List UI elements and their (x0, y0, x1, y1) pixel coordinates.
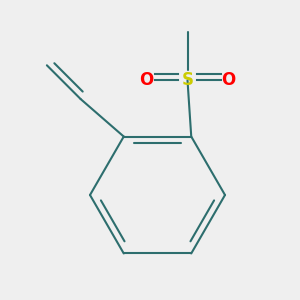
Text: O: O (139, 71, 153, 89)
Text: O: O (222, 71, 236, 89)
Text: S: S (182, 71, 194, 89)
